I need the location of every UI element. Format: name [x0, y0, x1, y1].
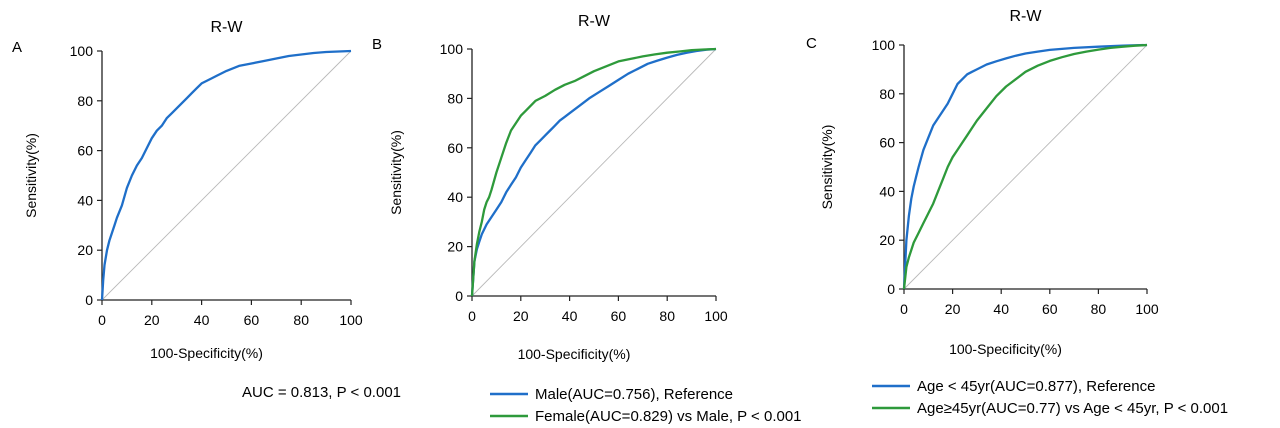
panel-c-x-tick-label: 40 [993, 301, 1009, 317]
panel-a-x-tick-label: 60 [244, 312, 260, 328]
panel-b-legend-label-2: Female(AUC=0.829) vs Male, P < 0.001 [535, 408, 802, 425]
panel-c-y-tick-label: 40 [879, 183, 895, 199]
panel-a-roc-curve-1 [100, 49, 352, 301]
panel-c-y-tick-label: 100 [872, 37, 896, 53]
panel-a-y-tick-label: 40 [77, 192, 93, 208]
panel-b-title: R-W [578, 13, 611, 30]
panel-a-x-tick-label: 100 [339, 312, 363, 328]
panel-b-x-tick-label: 0 [468, 308, 476, 324]
panel-b-x-tick-label: 60 [611, 308, 627, 324]
panel-b-y-tick-label: 100 [440, 41, 464, 57]
panel-c-reference-line [903, 44, 1148, 290]
panel-c-letter: C [806, 35, 817, 52]
panel-a-x-tick-label: 20 [144, 312, 160, 328]
panel-a-x-tick-label: 80 [293, 312, 309, 328]
panel-b-x-tick-label: 100 [704, 308, 728, 324]
panel-b-y-axis-label: Sensitivity(%) [388, 130, 404, 215]
panel-c-y-axis-label: Sensitivity(%) [819, 125, 835, 210]
chart-panel-c: C R-W 0 20 40 60 80 100 0 20 40 60 80 100 100-Specific… [806, 8, 1228, 417]
panel-c-legend-label-2: Age≥45yr(AUC=0.77) vs Age < 45yr, P < 0.… [917, 400, 1228, 417]
panel-a-y-tick-label: 60 [77, 143, 93, 159]
panel-c-x-tick-label: 0 [900, 301, 908, 317]
panel-a-letter: A [12, 39, 22, 56]
panel-c-x-tick-label: 100 [1135, 301, 1159, 317]
panel-a-reference-line [101, 50, 352, 301]
panel-b-roc-curve-2 [470, 47, 717, 297]
panel-a-auc-annotation: AUC = 0.813, P < 0.001 [242, 384, 401, 401]
panel-c-y-tick-label: 0 [887, 281, 895, 297]
panel-a-title: R-W [211, 19, 244, 36]
panel-c-y-tick-label: 80 [879, 86, 895, 102]
panel-b-x-axis-label: 100-Specificity(%) [518, 346, 631, 362]
panel-c-x-tick-label: 80 [1091, 301, 1107, 317]
panel-b-y-tick-label: 60 [447, 140, 463, 156]
panel-c-title: R-W [1010, 8, 1043, 25]
panel-c-roc-curve-1 [902, 43, 1148, 290]
panel-b-y-tick-label: 0 [455, 288, 463, 304]
panel-c-x-axis-label: 100-Specificity(%) [949, 341, 1062, 357]
panel-b-y-tick-label: 80 [447, 90, 463, 106]
panel-a-y-tick-label: 20 [77, 242, 93, 258]
panel-c-roc-curve-2 [902, 43, 1148, 290]
panel-c-y-tick-label: 60 [879, 135, 895, 151]
panel-a-y-tick-label: 100 [70, 43, 94, 59]
panel-a-x-axis-label: 100-Specificity(%) [150, 345, 263, 361]
panel-c-x-tick-label: 60 [1042, 301, 1058, 317]
panel-c-legend-label-1: Age < 45yr(AUC=0.877), Reference [917, 378, 1155, 395]
panel-b-x-tick-label: 20 [513, 308, 529, 324]
panel-a-y-tick-label: 0 [85, 292, 93, 308]
panel-b-roc-curve-1 [470, 47, 717, 297]
panel-b-legend-label-1: Male(AUC=0.756), Reference [535, 386, 733, 403]
panel-b-reference-line [471, 48, 717, 297]
chart-panel-a: A R-W 0 20 40 60 80 100 0 20 40 60 80 100 100-Specific… [12, 19, 401, 401]
chart-panel-b: B R-W 0 20 40 60 80 100 0 20 40 60 80 100 100-Specific… [372, 13, 802, 425]
panel-b-x-tick-label: 80 [659, 308, 675, 324]
panel-a-x-tick-label: 40 [194, 312, 210, 328]
panel-b-y-tick-label: 20 [447, 239, 463, 255]
panel-a-x-tick-label: 0 [98, 312, 106, 328]
panel-c-x-tick-label: 20 [945, 301, 961, 317]
panel-b-x-tick-label: 40 [562, 308, 578, 324]
panel-c-y-tick-label: 20 [879, 232, 895, 248]
panel-b-letter: B [372, 36, 382, 53]
panel-a-y-tick-label: 80 [77, 93, 93, 109]
panel-a-y-axis-label: Sensitivity(%) [23, 133, 39, 218]
panel-b-y-tick-label: 40 [447, 189, 463, 205]
